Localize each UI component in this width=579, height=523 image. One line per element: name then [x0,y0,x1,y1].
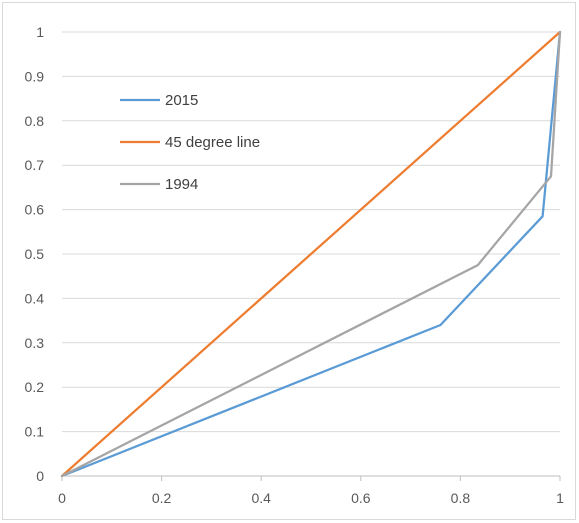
legend: 2015 45 degree line 1994 [120,92,260,193]
legend-label-1994: 1994 [165,176,198,193]
x-tick-labels: 0 0.2 0.4 0.6 0.8 1 [58,490,564,506]
x-tick-label: 0.8 [451,490,471,506]
legend-label-45-degree-line: 45 degree line [165,134,260,151]
x-tick-label: 1 [556,490,564,506]
series-line-2015 [60,30,562,478]
legend-label-2015: 2015 [165,92,198,109]
y-tick-label: 0.7 [25,157,45,173]
axes [61,475,561,481]
x-tick-label: 0.2 [152,490,172,506]
y-tick-label: 0.2 [25,379,45,395]
series-lines [60,30,562,478]
y-tick-label: 0.6 [25,202,45,218]
y-tick-label: 0.9 [25,68,45,84]
y-tick-label: 0.3 [25,335,45,351]
x-tick-label: 0.4 [251,490,271,506]
y-tick-labels: 0 0.1 0.2 0.3 0.4 0.5 0.6 0.7 0.8 0.9 1 [25,24,45,484]
y-tick-label: 0.4 [25,290,45,306]
y-tick-label: 0 [36,468,44,484]
series-line-1994 [60,30,562,478]
y-tick-label: 0.8 [25,113,45,129]
series-line-45-degree-line [60,30,562,478]
y-tick-label: 1 [36,24,44,40]
gridlines [62,31,560,433]
x-tick-label: 0 [58,490,66,506]
y-tick-label: 0.5 [25,246,45,262]
y-tick-label: 0.1 [25,424,45,440]
x-tick-label: 0.6 [351,490,371,506]
